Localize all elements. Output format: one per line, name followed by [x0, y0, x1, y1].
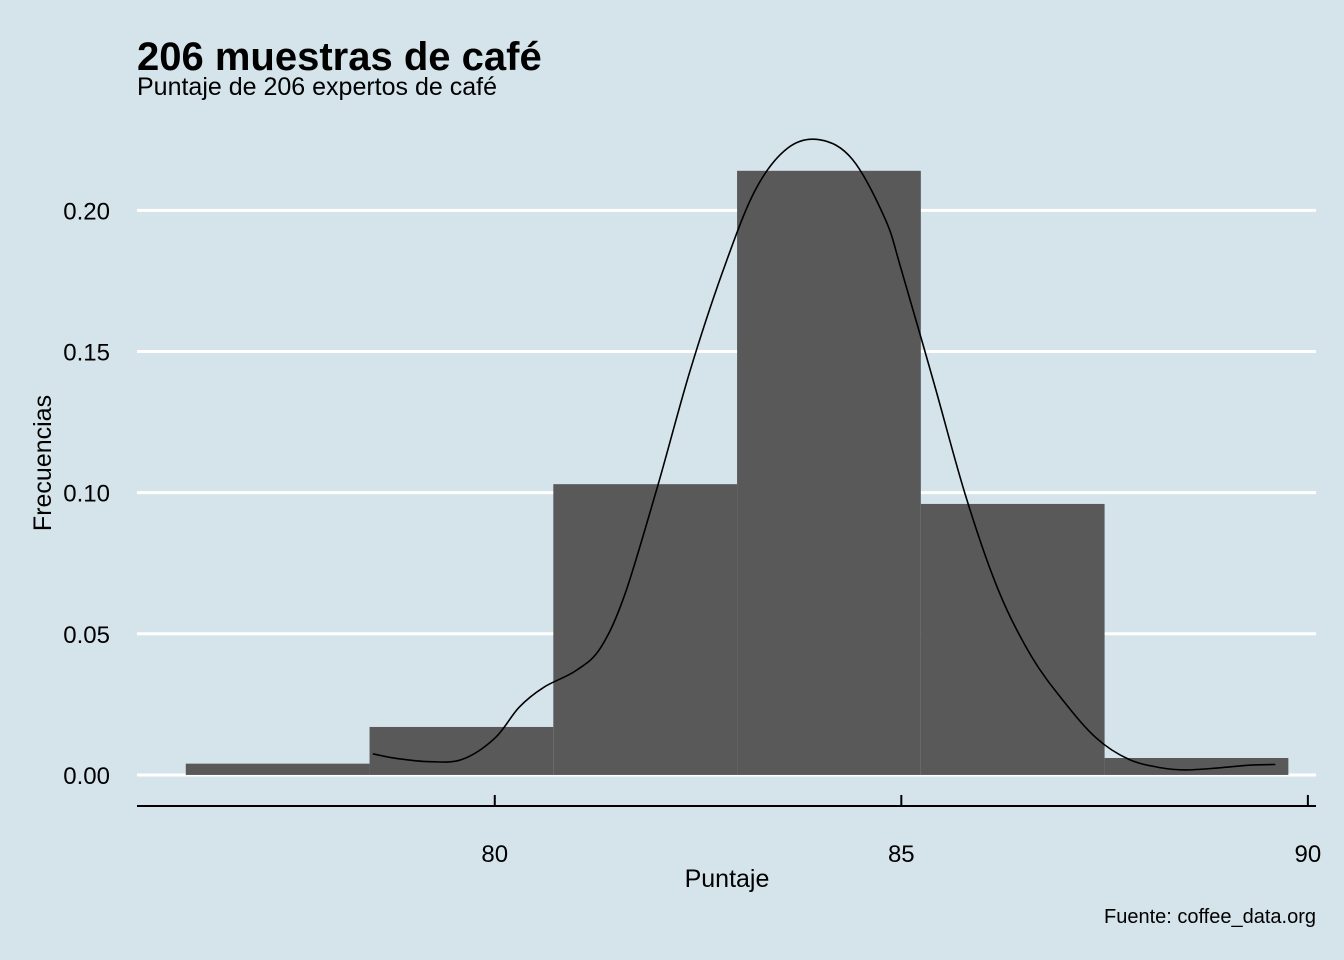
y-tick-label: 0.15	[63, 339, 110, 366]
histogram-bar	[920, 503, 1105, 775]
density-layer	[372, 138, 1276, 771]
chart-caption: Fuente: coffee_data.org	[1104, 906, 1316, 928]
histogram-bar	[737, 170, 921, 775]
x-axis-ticks: 80 85 90	[481, 795, 1321, 868]
histogram-bar	[185, 763, 370, 775]
y-tick-label: 0.10	[63, 481, 110, 508]
x-axis-title: Puntaje	[685, 865, 770, 893]
x-tick-label: 90	[1295, 841, 1322, 868]
x-tick-label: 85	[888, 841, 915, 868]
histogram-bar	[1104, 758, 1289, 775]
chart-subtitle: Puntaje de 206 expertos de café	[137, 73, 497, 101]
x-tick-label: 80	[481, 841, 508, 868]
histogram-bar	[553, 484, 738, 775]
bars-layer	[185, 170, 1289, 775]
chart-title: 206 muestras de café	[137, 35, 542, 79]
y-axis-title: Frecuencias	[29, 395, 57, 531]
y-tick-label: 0.20	[63, 198, 110, 225]
histogram-bar	[369, 726, 554, 775]
density-curve	[372, 138, 1276, 771]
y-axis-ticks: 0.00 0.05 0.10 0.15 0.20	[63, 198, 110, 790]
y-tick-label: 0.00	[63, 763, 110, 790]
y-tick-label: 0.05	[63, 622, 110, 649]
